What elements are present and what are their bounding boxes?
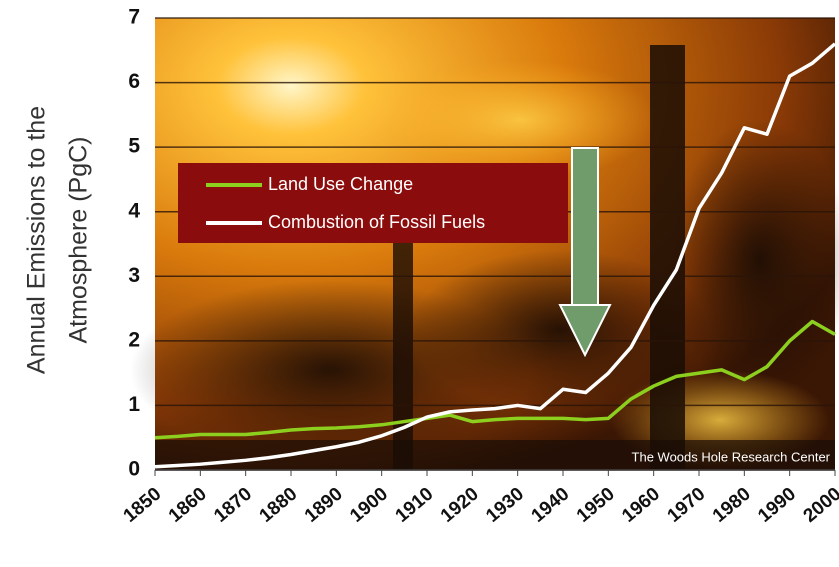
x-tick-label: 1990 bbox=[754, 484, 800, 527]
arrow bbox=[558, 147, 612, 358]
x-tick-label: 1980 bbox=[709, 484, 755, 527]
x-tick-label: 1960 bbox=[618, 484, 664, 527]
y-tick-label: 1 bbox=[128, 393, 140, 416]
source-note: The Woods Hole Research Center bbox=[632, 449, 831, 464]
legend-box bbox=[178, 163, 568, 243]
x-tick-label: 1950 bbox=[573, 484, 619, 527]
x-tick-label: 1970 bbox=[664, 484, 710, 527]
y-tick-label: 5 bbox=[128, 135, 140, 158]
x-tick-label: 1870 bbox=[210, 484, 256, 527]
y-tick-label: 3 bbox=[128, 264, 140, 287]
x-tick-label: 2000 bbox=[800, 484, 839, 527]
x-tick-label: 1900 bbox=[346, 484, 392, 527]
x-tick-label: 1920 bbox=[437, 484, 483, 527]
x-tick-label: 1930 bbox=[482, 484, 528, 527]
x-tick-label: 1850 bbox=[120, 484, 166, 527]
series-line bbox=[154, 319, 836, 440]
x-tick-label: 1860 bbox=[165, 484, 211, 527]
background-photo bbox=[130, 18, 839, 470]
legend: Land Use Change Combustion of Fossil Fue… bbox=[178, 163, 568, 243]
x-tick-label: 1910 bbox=[392, 484, 438, 527]
y-axis-label: Annual Emissions to the bbox=[23, 106, 51, 374]
y-tick-label: 0 bbox=[128, 458, 140, 481]
series-line bbox=[154, 42, 837, 469]
plot bbox=[154, 42, 837, 469]
y-axis-label: Atmosphere (PgC) bbox=[65, 136, 93, 343]
x-tick-label: 1890 bbox=[301, 484, 347, 527]
y-tick-label: 7 bbox=[128, 6, 140, 29]
y-tick-label: 4 bbox=[128, 199, 140, 222]
legend-label: Land Use Change bbox=[268, 174, 413, 194]
x-tick-label: 1880 bbox=[256, 484, 302, 527]
y-tick-label: 6 bbox=[128, 70, 140, 93]
legend-label: Combustion of Fossil Fuels bbox=[268, 212, 485, 232]
y-tick-label: 2 bbox=[128, 328, 140, 351]
x-tick-label: 1940 bbox=[528, 484, 574, 527]
